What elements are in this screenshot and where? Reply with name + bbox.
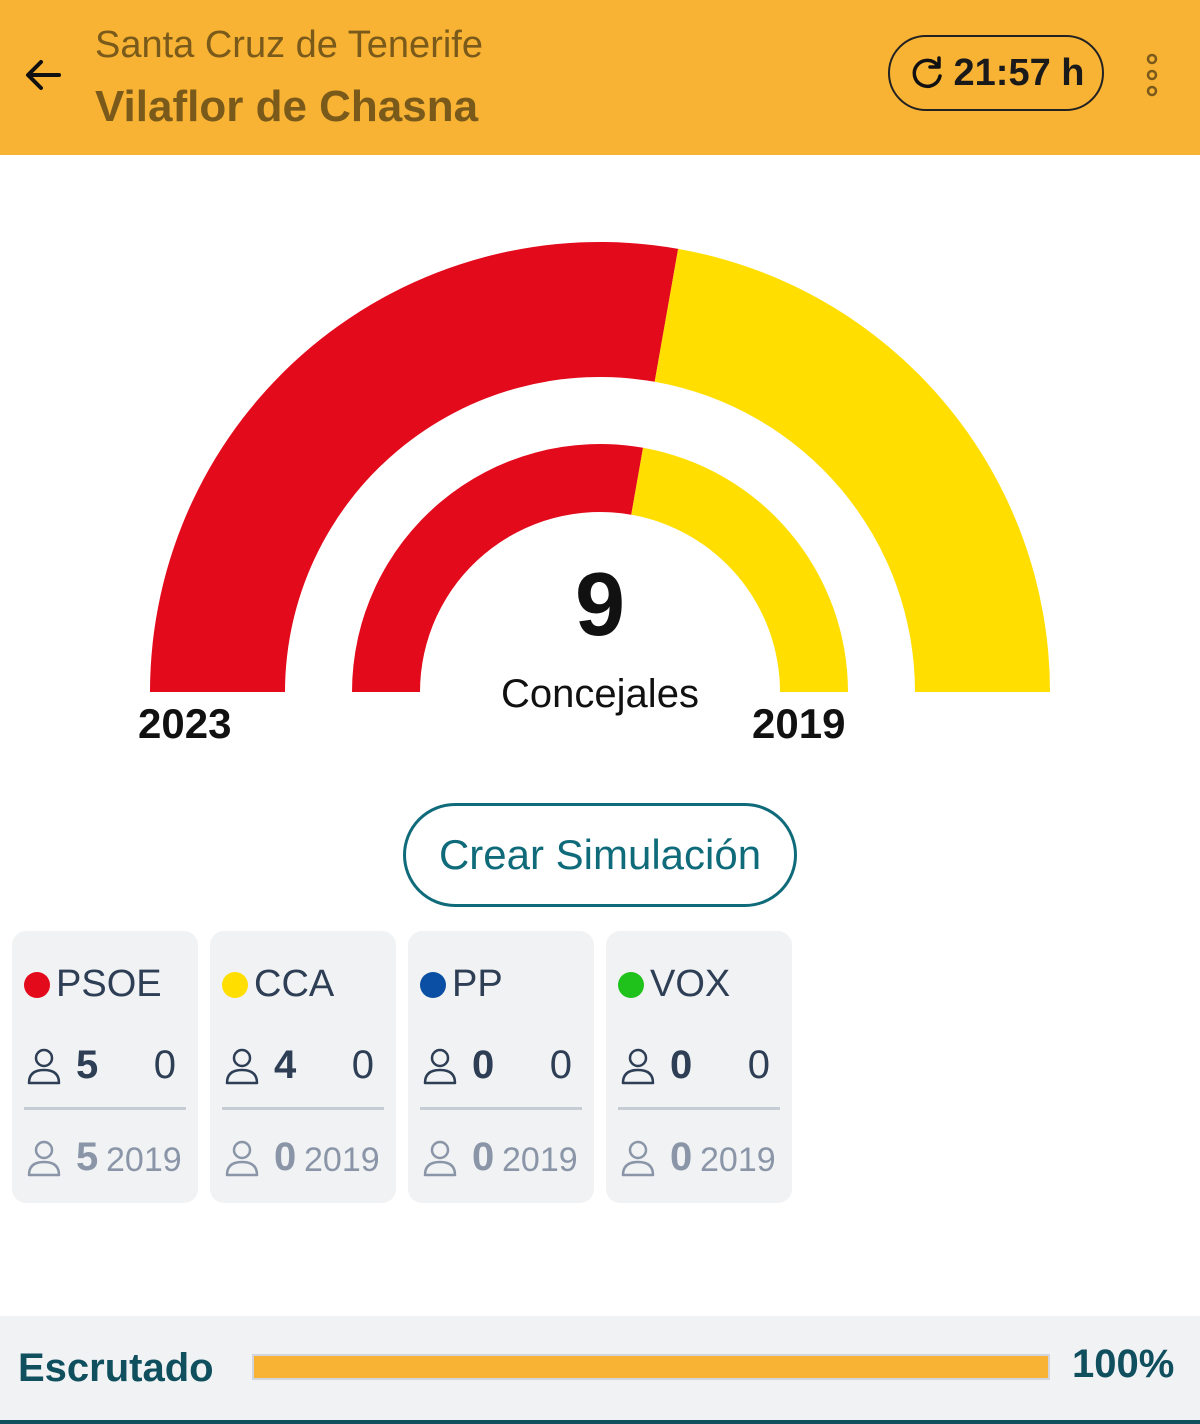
party-name: PSOE xyxy=(56,963,162,1005)
party-name: PP xyxy=(452,963,503,1005)
party-seat-diff: 0 xyxy=(351,1043,374,1087)
party-prev-seats: 5 xyxy=(76,1135,99,1179)
party-color-dot xyxy=(222,971,248,998)
outer-ring-segment-psoe xyxy=(150,242,679,692)
scrutiny-progress-fill xyxy=(254,1356,1048,1378)
divider xyxy=(618,1107,780,1110)
party-prev-seats: 0 xyxy=(670,1135,693,1179)
person-icon xyxy=(27,1048,61,1085)
party-card-pp[interactable]: PP 0 0 0 2019 xyxy=(408,931,594,1203)
party-seats: 0 xyxy=(472,1043,495,1087)
divider xyxy=(24,1107,186,1110)
party-card-vox[interactable]: VOX 0 0 0 2019 xyxy=(606,931,792,1203)
party-color-dot xyxy=(618,971,644,998)
more-options-button[interactable] xyxy=(1130,50,1174,100)
seat-hemicycle-chart xyxy=(150,242,1050,692)
party-prev-year: 2019 xyxy=(106,1141,182,1179)
party-name: CCA xyxy=(254,963,335,1005)
back-button[interactable] xyxy=(18,50,68,100)
party-seats: 5 xyxy=(76,1043,99,1087)
scrutiny-footer: Escrutado 100% xyxy=(0,1316,1200,1424)
app-header: Santa Cruz de Tenerife Vilaflor de Chasn… xyxy=(0,0,1200,155)
person-icon xyxy=(225,1140,259,1177)
person-icon xyxy=(27,1140,61,1177)
party-color-dot xyxy=(24,971,50,998)
inner-ring-year: 2019 xyxy=(752,700,846,747)
person-icon xyxy=(621,1140,655,1177)
create-simulation-button[interactable]: Crear Simulación xyxy=(403,803,797,907)
person-icon xyxy=(423,1048,457,1085)
inner-ring-segment-psoe xyxy=(351,443,644,692)
party-prev-seats: 0 xyxy=(472,1135,495,1179)
party-seats: 0 xyxy=(670,1043,693,1087)
scrutiny-label: Escrutado xyxy=(18,1346,214,1390)
total-seats: 9 xyxy=(574,555,626,655)
outer-ring-year: 2023 xyxy=(138,700,232,747)
municipality-title: Vilaflor de Chasna xyxy=(95,82,479,131)
person-icon xyxy=(423,1140,457,1177)
outer-ring-segment-cca xyxy=(654,248,1050,692)
party-prev-year: 2019 xyxy=(304,1141,380,1179)
inner-ring-segment-cca xyxy=(631,447,848,692)
more-vertical-icon xyxy=(1146,53,1158,97)
divider xyxy=(420,1107,582,1110)
province-subtitle: Santa Cruz de Tenerife xyxy=(95,24,483,66)
divider xyxy=(222,1107,384,1110)
party-seat-diff: 0 xyxy=(153,1043,176,1087)
total-seats-label: Concejales xyxy=(501,672,699,716)
scrutiny-percent: 100% xyxy=(1072,1342,1175,1386)
party-prev-seats: 0 xyxy=(274,1135,297,1179)
party-prev-year: 2019 xyxy=(700,1141,776,1179)
party-prev-year: 2019 xyxy=(502,1141,578,1179)
party-seat-diff: 0 xyxy=(747,1043,770,1087)
arrow-left-icon xyxy=(26,60,61,90)
person-icon xyxy=(225,1048,259,1085)
refresh-icon xyxy=(912,56,942,89)
scrutiny-progress-bar xyxy=(252,1354,1050,1380)
update-time: 21:57 h xyxy=(953,51,1085,94)
person-icon xyxy=(621,1048,655,1085)
party-seats: 4 xyxy=(274,1043,297,1087)
refresh-button[interactable]: 21:57 h xyxy=(888,35,1104,111)
party-name: VOX xyxy=(650,963,731,1005)
party-card-psoe[interactable]: PSOE 5 0 5 2019 xyxy=(12,931,198,1203)
party-color-dot xyxy=(420,971,446,998)
party-card-cca[interactable]: CCA 4 0 0 2019 xyxy=(210,931,396,1203)
party-seat-diff: 0 xyxy=(549,1043,572,1087)
